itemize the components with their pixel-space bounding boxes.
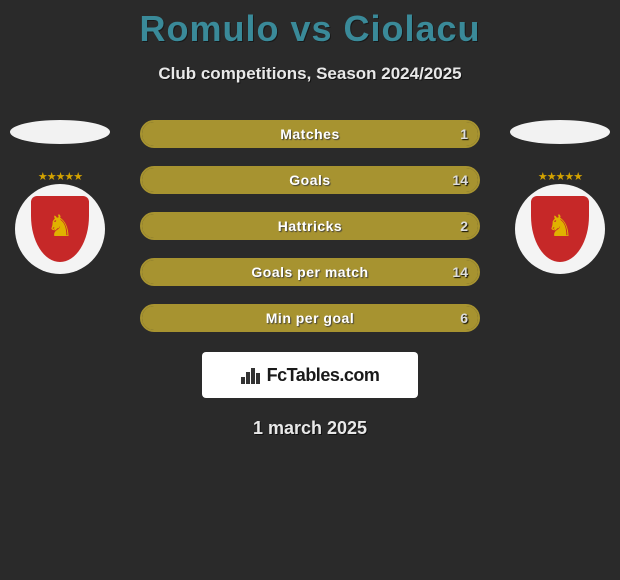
shield-icon: ♞ bbox=[31, 196, 89, 262]
lion-icon: ♞ bbox=[47, 212, 74, 242]
stat-value-right: 6 bbox=[460, 306, 468, 330]
stat-row: Min per goal 6 bbox=[140, 304, 480, 332]
stat-row: Goals 14 bbox=[140, 166, 480, 194]
stat-label: Matches bbox=[142, 122, 478, 146]
player-left-nameplate bbox=[10, 120, 110, 144]
stat-value-right: 14 bbox=[452, 168, 468, 192]
fctables-logo-text: FcTables.com bbox=[267, 365, 380, 386]
stat-value-right: 14 bbox=[452, 260, 468, 284]
stat-label: Hattricks bbox=[142, 214, 478, 238]
comparison-date: 1 march 2025 bbox=[0, 418, 620, 439]
shield-icon: ♞ bbox=[531, 196, 589, 262]
stat-label: Min per goal bbox=[142, 306, 478, 330]
fctables-logo-link[interactable]: FcTables.com bbox=[202, 352, 418, 398]
comparison-title: Romulo vs Ciolacu bbox=[0, 0, 620, 50]
stat-row: Hattricks 2 bbox=[140, 212, 480, 240]
lion-icon: ♞ bbox=[547, 212, 574, 242]
comparison-subtitle: Club competitions, Season 2024/2025 bbox=[0, 64, 620, 84]
player-left-club-badge: ★★★★★ ♞ bbox=[15, 184, 105, 274]
badge-stars-icon: ★★★★★ bbox=[15, 170, 105, 183]
player-left-column: ★★★★★ ♞ bbox=[10, 120, 110, 274]
player-right-club-badge: ★★★★★ ♞ bbox=[515, 184, 605, 274]
stat-row: Goals per match 14 bbox=[140, 258, 480, 286]
comparison-content: ★★★★★ ♞ ★★★★★ ♞ Matches 1 Goals 14 bbox=[0, 120, 620, 439]
stat-label: Goals per match bbox=[142, 260, 478, 284]
player-right-column: ★★★★★ ♞ bbox=[510, 120, 610, 274]
stat-value-right: 1 bbox=[460, 122, 468, 146]
stat-row: Matches 1 bbox=[140, 120, 480, 148]
bar-chart-icon bbox=[241, 366, 261, 384]
stat-label: Goals bbox=[142, 168, 478, 192]
player-right-nameplate bbox=[510, 120, 610, 144]
stat-rows-container: Matches 1 Goals 14 Hattricks 2 Goals per… bbox=[140, 120, 480, 332]
stat-value-right: 2 bbox=[460, 214, 468, 238]
badge-stars-icon: ★★★★★ bbox=[515, 170, 605, 183]
